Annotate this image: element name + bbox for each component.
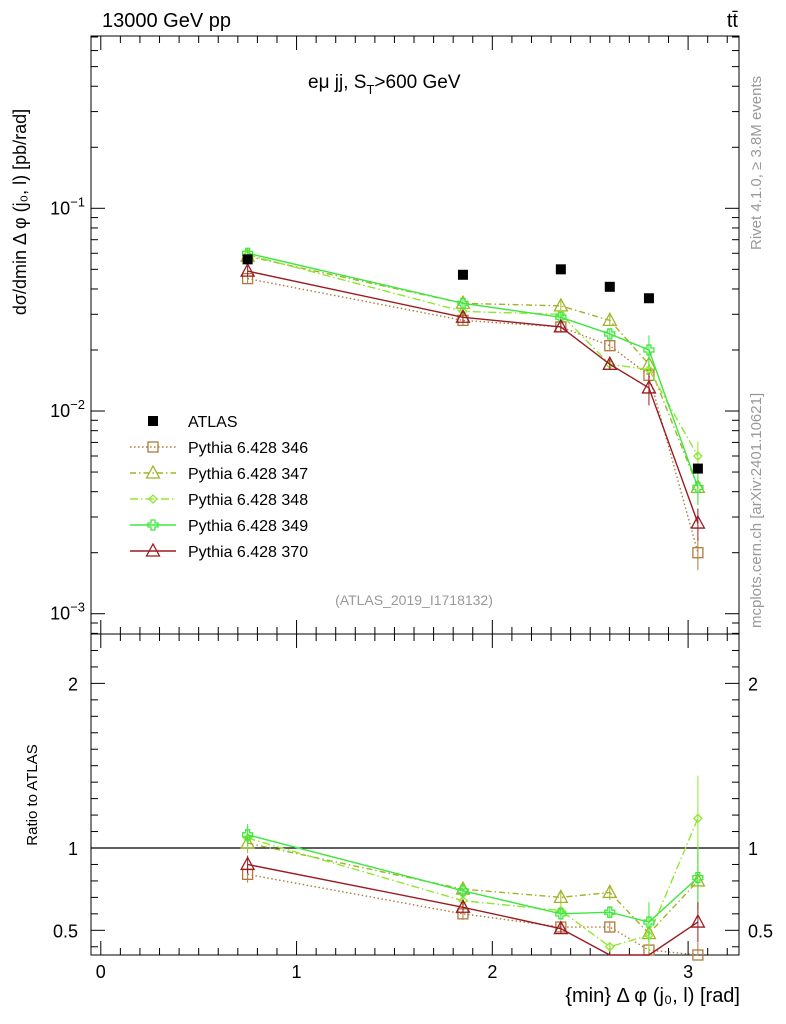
data-point bbox=[457, 297, 469, 309]
legend-marker bbox=[145, 464, 161, 479]
y-tick-label: 10−1 bbox=[50, 194, 85, 218]
x-tick-label: 2 bbox=[487, 962, 497, 982]
data-point bbox=[455, 308, 471, 323]
ratio-series-line bbox=[247, 842, 699, 935]
header-ttbar: tt̄ bbox=[727, 10, 739, 32]
data-point bbox=[643, 344, 655, 356]
ratio-point bbox=[553, 920, 569, 935]
legend-marker bbox=[148, 416, 158, 426]
ratio-series-line bbox=[247, 818, 699, 948]
data-point bbox=[555, 264, 566, 275]
series-line bbox=[247, 270, 699, 524]
ratio-point bbox=[602, 884, 618, 899]
ratio-point bbox=[692, 813, 703, 824]
data-point bbox=[690, 514, 706, 529]
ratio-point bbox=[604, 921, 616, 933]
ratio-series-line bbox=[247, 863, 699, 956]
analysis-watermark: (ATLAS_2019_I1718132) bbox=[335, 592, 493, 608]
y-tick-label: 0.5 bbox=[53, 921, 78, 941]
y-tick-label: 2 bbox=[68, 674, 78, 694]
legend-label: Pythia 6.428 349 bbox=[188, 518, 308, 535]
ratio-point bbox=[553, 889, 569, 904]
ratio-point bbox=[692, 949, 704, 961]
ratio-plot-frame bbox=[90, 633, 740, 956]
legend-label: Pythia 6.428 348 bbox=[188, 492, 308, 509]
ratio-point bbox=[457, 885, 469, 897]
data-point bbox=[602, 355, 618, 370]
data-point bbox=[692, 481, 704, 494]
header-process: 13000 GeV pp bbox=[102, 10, 231, 32]
legend-marker bbox=[148, 494, 158, 504]
ratio-point bbox=[604, 941, 615, 952]
data-point bbox=[692, 547, 704, 559]
legend-marker bbox=[147, 441, 159, 453]
ratio-series-line bbox=[247, 873, 698, 956]
ratio-y-axis-label: Ratio to ATLAS bbox=[24, 744, 41, 845]
ratio-series-line bbox=[247, 834, 699, 923]
legend: ATLAS Pythia 6.428 346 Pythia 6.428 347 Pyt… bbox=[130, 414, 308, 561]
y-tick-label: 1 bbox=[68, 839, 78, 859]
data-point bbox=[692, 451, 703, 461]
x-axis-label: {min} Δ φ (j₀, l) [rad] bbox=[565, 985, 740, 1007]
plot-subtitle: eμ jj, ST>600 GeV bbox=[308, 72, 461, 97]
y-tick-label: 2 bbox=[748, 674, 758, 694]
ratio-series bbox=[240, 775, 706, 961]
x-tick-label: 1 bbox=[292, 962, 302, 982]
side-mcplots-label: mcplots.cern.ch [arXiv:2401.10621] bbox=[748, 393, 765, 628]
y-tick-label: 1 bbox=[748, 839, 758, 859]
data-point bbox=[604, 328, 616, 340]
x-tick-label: 0 bbox=[96, 962, 106, 982]
legend-marker bbox=[145, 542, 161, 557]
legend-label: Pythia 6.428 346 bbox=[188, 440, 308, 457]
data-point bbox=[692, 463, 703, 474]
data-point bbox=[602, 312, 618, 327]
x-axis-ticks: 0 1 2 3 bbox=[96, 36, 728, 982]
ratio-point bbox=[643, 916, 655, 928]
main-y-ticks: 10−1 10−2 10−3 bbox=[50, 36, 739, 634]
ratio-point bbox=[604, 906, 616, 918]
data-point bbox=[604, 281, 615, 292]
ratio-y-ticks: 0.5 0.5 1 1 2 2 bbox=[53, 633, 773, 948]
series-line bbox=[247, 252, 699, 488]
y-tick-label: 0.5 bbox=[748, 921, 773, 941]
ratio-point bbox=[455, 898, 471, 913]
data-point bbox=[641, 379, 657, 394]
data-point bbox=[553, 318, 569, 333]
ratio-point bbox=[690, 913, 706, 928]
y-tick-label: 10−2 bbox=[50, 397, 85, 421]
main-y-axis-label: dσ/dmin Δ φ (j₀, l) [pb/rad] bbox=[10, 109, 30, 315]
legend-label: Pythia 6.428 370 bbox=[188, 544, 308, 561]
data-point bbox=[604, 340, 616, 352]
ratio-point bbox=[240, 856, 256, 871]
ratio-point bbox=[692, 871, 704, 884]
y-tick-label: 10−3 bbox=[50, 600, 85, 624]
main-series bbox=[240, 247, 706, 571]
x-tick-label: 3 bbox=[683, 962, 693, 982]
series-line bbox=[247, 277, 699, 553]
side-rivet-label: Rivet 4.1.0, ≥ 3.8M events bbox=[748, 76, 765, 250]
legend-marker bbox=[147, 519, 159, 531]
legend-label: ATLAS bbox=[188, 414, 238, 431]
legend-label: Pythia 6.428 347 bbox=[188, 466, 308, 483]
ratio-point bbox=[241, 829, 254, 841]
data-point bbox=[240, 262, 256, 277]
data-point bbox=[457, 269, 468, 280]
data-point bbox=[643, 293, 654, 304]
series-line bbox=[247, 255, 699, 488]
ratio-point bbox=[555, 908, 567, 920]
data-point bbox=[242, 254, 253, 265]
